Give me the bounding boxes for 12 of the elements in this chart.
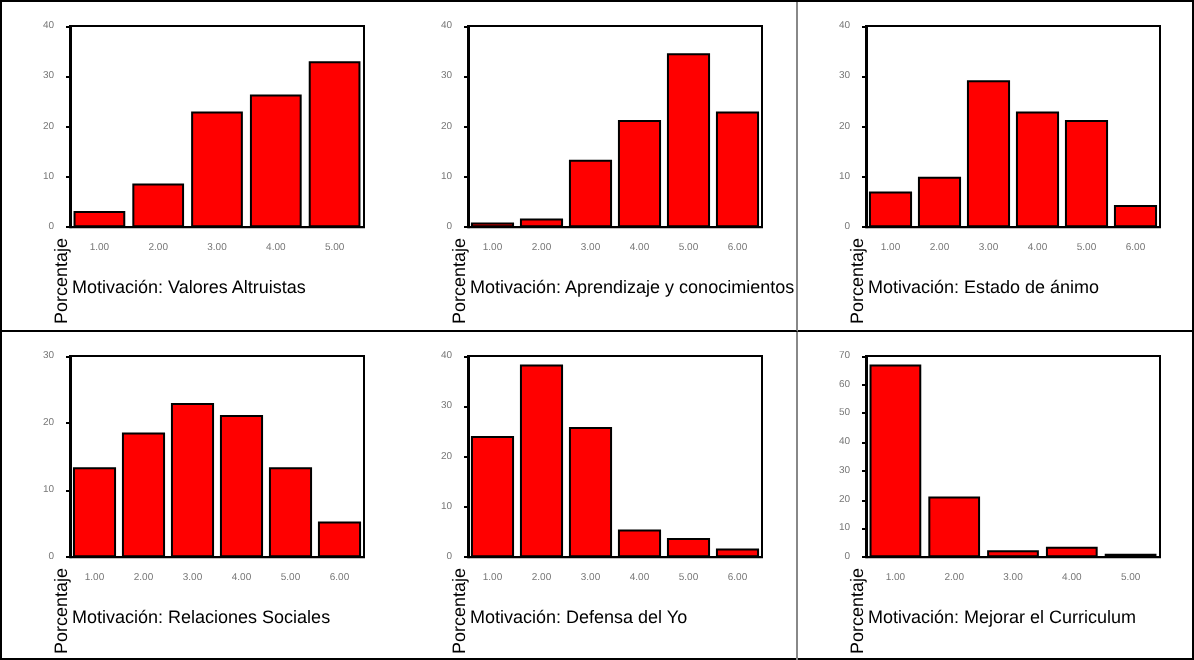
y-axis-title: Porcentaje (847, 237, 867, 324)
x-axis-title: Motivación: Estado de ánimo (868, 277, 1100, 297)
x-axis-title: Motivación: Relaciones Sociales (72, 607, 332, 627)
y-axis-title: Porcentaje (51, 237, 71, 324)
x-axis-title: Motivación: Aprendizaje y conocimientos (470, 277, 796, 297)
y-axis-title: Porcentaje (449, 237, 469, 324)
x-axis-title: Motivación: Valores Altruistas (72, 277, 307, 297)
y-axis-title: Porcentaje (449, 567, 469, 654)
y-axis-title: Porcentaje (51, 567, 71, 654)
x-axis-title: Motivación: Defensa del Yo (470, 607, 688, 627)
y-axis-title: Porcentaje (847, 567, 867, 654)
x-axis-title: Motivación: Mejorar el Curriculum (868, 607, 1137, 627)
